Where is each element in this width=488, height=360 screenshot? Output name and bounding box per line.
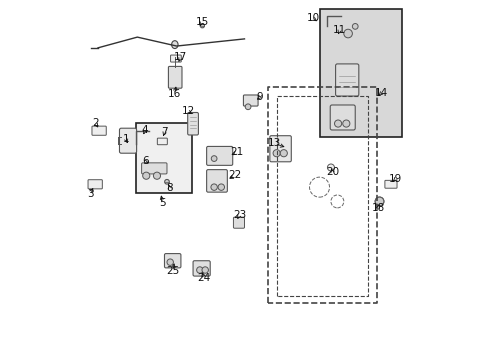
- Text: 23: 23: [232, 210, 245, 220]
- Text: 5: 5: [159, 198, 165, 208]
- FancyBboxPatch shape: [168, 66, 182, 88]
- Circle shape: [343, 29, 352, 38]
- Circle shape: [142, 172, 149, 179]
- Text: 9: 9: [256, 92, 262, 102]
- Text: 20: 20: [325, 167, 338, 177]
- Circle shape: [202, 267, 208, 273]
- Circle shape: [244, 104, 250, 110]
- FancyBboxPatch shape: [243, 95, 258, 106]
- Bar: [136, 123, 191, 193]
- FancyBboxPatch shape: [269, 136, 291, 162]
- Text: 10: 10: [306, 13, 319, 23]
- Text: 25: 25: [166, 266, 179, 276]
- FancyBboxPatch shape: [384, 180, 396, 188]
- Text: 8: 8: [166, 183, 173, 193]
- Ellipse shape: [171, 41, 178, 49]
- Text: 22: 22: [228, 170, 242, 180]
- Text: 15: 15: [195, 17, 208, 27]
- Text: 14: 14: [374, 88, 387, 98]
- Circle shape: [164, 180, 169, 184]
- FancyBboxPatch shape: [164, 253, 181, 268]
- Circle shape: [166, 259, 173, 265]
- FancyBboxPatch shape: [157, 138, 167, 145]
- Text: 4: 4: [141, 125, 148, 135]
- Circle shape: [352, 23, 357, 29]
- Text: 3: 3: [87, 189, 93, 199]
- Circle shape: [196, 267, 203, 273]
- Text: 16: 16: [167, 89, 181, 99]
- Circle shape: [211, 156, 217, 161]
- FancyBboxPatch shape: [187, 112, 198, 135]
- Circle shape: [272, 150, 280, 157]
- Circle shape: [334, 120, 341, 127]
- FancyBboxPatch shape: [206, 147, 232, 165]
- Text: 6: 6: [142, 157, 148, 166]
- FancyBboxPatch shape: [329, 105, 354, 130]
- Text: 19: 19: [388, 174, 401, 184]
- Circle shape: [210, 184, 217, 190]
- FancyBboxPatch shape: [206, 170, 227, 192]
- Circle shape: [374, 197, 383, 206]
- FancyBboxPatch shape: [88, 180, 102, 189]
- Text: 17: 17: [174, 53, 187, 63]
- Circle shape: [327, 164, 334, 171]
- Text: 13: 13: [267, 138, 281, 148]
- Text: 11: 11: [332, 25, 346, 35]
- Circle shape: [200, 23, 204, 28]
- Text: 1: 1: [122, 134, 129, 144]
- Text: 24: 24: [197, 273, 210, 283]
- Circle shape: [280, 150, 287, 157]
- Bar: [319, 9, 401, 137]
- Text: 21: 21: [229, 147, 243, 157]
- Circle shape: [342, 120, 349, 127]
- Text: 12: 12: [181, 106, 194, 116]
- Circle shape: [218, 184, 224, 190]
- Text: 7: 7: [161, 127, 167, 137]
- Circle shape: [153, 172, 160, 179]
- Circle shape: [234, 219, 243, 228]
- FancyBboxPatch shape: [119, 128, 136, 153]
- FancyBboxPatch shape: [193, 261, 210, 276]
- FancyBboxPatch shape: [170, 55, 181, 62]
- FancyBboxPatch shape: [92, 126, 106, 135]
- FancyBboxPatch shape: [142, 163, 166, 174]
- FancyBboxPatch shape: [233, 217, 244, 228]
- Circle shape: [374, 197, 383, 206]
- Text: 18: 18: [371, 203, 384, 212]
- Text: 2: 2: [92, 118, 99, 128]
- FancyBboxPatch shape: [335, 64, 358, 96]
